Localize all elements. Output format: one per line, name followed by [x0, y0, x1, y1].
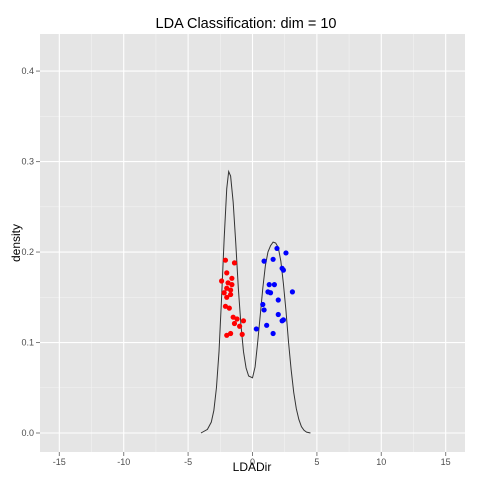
x-tick-label: -10	[117, 457, 130, 467]
blue-point	[260, 301, 266, 308]
x-tick-label: 15	[441, 457, 451, 467]
red-point	[218, 278, 225, 284]
blue-point	[275, 297, 281, 303]
y-tick-label: 0.4	[21, 66, 34, 76]
red-point	[228, 330, 234, 337]
blue-point	[280, 267, 287, 273]
blue-point	[253, 326, 259, 332]
blue-point	[274, 245, 280, 252]
y-tick-label: 0.1	[21, 338, 34, 348]
major-gridlines	[40, 34, 465, 452]
red-point	[225, 280, 231, 286]
chart-title: LDA Classification: dim = 10	[156, 16, 337, 32]
red-point	[224, 270, 230, 276]
x-axis-label: LDADir	[233, 460, 272, 474]
blue-point	[270, 330, 276, 337]
red-point	[221, 290, 227, 296]
red-point	[222, 257, 229, 263]
red-point	[224, 285, 230, 291]
red-point	[224, 294, 230, 300]
data-points	[218, 245, 296, 338]
red-point	[239, 331, 245, 337]
blue-point	[289, 289, 296, 295]
y-axis-ticks: 0.0 0.1 0.2 0.3 0.4	[21, 66, 40, 438]
blue-point	[283, 250, 289, 256]
blue-point	[279, 318, 285, 324]
red-point	[229, 282, 235, 288]
red-point	[230, 314, 236, 320]
blue-point	[261, 258, 267, 264]
blue-point	[270, 256, 276, 262]
y-axis-label: density	[9, 224, 23, 262]
red-point	[228, 287, 234, 293]
blue-point	[271, 282, 277, 288]
x-tick-label: 0	[250, 457, 255, 467]
x-axis-ticks: -15 -10 -5 0 5 10 15	[53, 452, 451, 467]
y-tick-label: 0.2	[21, 247, 34, 257]
x-tick-label: -15	[53, 457, 66, 467]
blue-point	[275, 311, 281, 318]
red-point	[240, 318, 247, 324]
blue-point	[267, 290, 274, 296]
red-point	[226, 305, 232, 311]
y-tick-label: 0.3	[21, 157, 34, 167]
x-tick-label: 10	[376, 457, 386, 467]
red-point	[237, 323, 243, 329]
x-tick-label: 5	[314, 457, 319, 467]
blue-point	[264, 322, 270, 328]
density-curve	[200, 169, 311, 434]
red-point	[229, 275, 235, 281]
blue-point	[261, 307, 267, 313]
red-point	[231, 260, 238, 266]
x-tick-label: -5	[184, 457, 192, 467]
y-tick-label: 0.0	[21, 428, 34, 438]
blue-point	[266, 282, 272, 288]
red-point	[222, 303, 229, 309]
red-point	[228, 291, 234, 298]
red-point	[231, 320, 238, 327]
red-point	[234, 316, 240, 322]
red-point	[224, 332, 230, 338]
